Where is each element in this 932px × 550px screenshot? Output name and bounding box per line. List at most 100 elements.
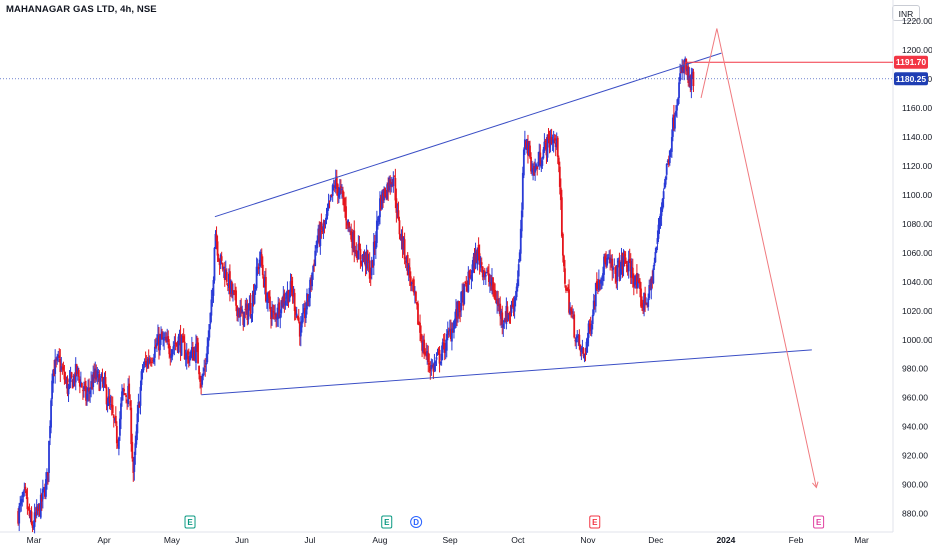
candle-body xyxy=(416,301,418,305)
candle-body xyxy=(64,379,67,381)
candle-body xyxy=(583,353,586,359)
candle-body xyxy=(442,339,445,341)
candle-body xyxy=(265,300,268,303)
candle-body xyxy=(54,359,57,374)
candle-body xyxy=(33,512,36,527)
candle-body xyxy=(381,191,383,210)
candle-body xyxy=(143,361,146,366)
candle-body xyxy=(664,177,667,185)
candle-body xyxy=(570,308,573,312)
candle-body xyxy=(591,314,594,325)
candle-body xyxy=(180,336,183,356)
candle-body xyxy=(218,260,221,266)
candle-body xyxy=(536,166,539,170)
candle-body xyxy=(153,346,156,358)
candle-body xyxy=(286,290,289,299)
candle-body xyxy=(335,176,338,187)
candle-body xyxy=(523,139,526,151)
candle-body xyxy=(32,526,35,528)
candle-body xyxy=(159,336,161,351)
candle-body xyxy=(239,308,242,318)
candle-body xyxy=(248,303,251,311)
candle-body xyxy=(36,507,39,511)
candle-body xyxy=(578,334,581,345)
candle-body xyxy=(125,395,127,397)
candle-body xyxy=(549,138,552,146)
projection-arrowhead xyxy=(812,481,819,489)
candle-body xyxy=(659,213,662,220)
candle-body xyxy=(311,273,314,287)
candle-body xyxy=(301,312,304,322)
candle-body xyxy=(415,291,417,302)
candle-body xyxy=(196,342,198,344)
candle-body xyxy=(632,275,635,287)
candle-body xyxy=(90,381,93,390)
candle-body xyxy=(339,186,342,188)
candle-body xyxy=(480,262,483,265)
candle-body xyxy=(535,164,538,170)
candle-body xyxy=(130,407,133,445)
candle-body xyxy=(686,68,689,72)
candle-body xyxy=(528,143,530,156)
candle-body xyxy=(298,321,301,337)
candle-body xyxy=(373,240,376,247)
x-tick-label: Dec xyxy=(648,535,664,545)
candle-body xyxy=(197,342,199,364)
candle-body xyxy=(249,303,252,317)
candle-body xyxy=(30,511,33,524)
candle-body xyxy=(371,260,374,268)
candle-body xyxy=(660,206,663,216)
candle-body xyxy=(669,149,672,152)
y-tick-label: 1100.00 xyxy=(902,190,932,200)
candle-body xyxy=(222,266,225,269)
candle-body xyxy=(565,285,567,291)
y-tick-label: 1120.00 xyxy=(902,161,932,171)
candle-body xyxy=(354,251,357,253)
candle-body xyxy=(45,479,47,497)
candle-body xyxy=(487,273,490,282)
candle-body xyxy=(134,443,137,455)
candle-body xyxy=(369,277,372,278)
candle-body xyxy=(666,160,669,162)
candle-body xyxy=(152,358,155,363)
candle-body xyxy=(610,259,613,263)
candle-body xyxy=(270,311,272,320)
candle-body xyxy=(459,310,462,313)
candle-body xyxy=(482,272,485,278)
candle-body xyxy=(353,230,356,253)
candle-body xyxy=(21,498,24,502)
x-tick-label: Feb xyxy=(789,535,804,545)
candle-body xyxy=(139,386,142,406)
candle-body xyxy=(40,494,43,502)
candle-body xyxy=(178,336,181,338)
candle-body xyxy=(318,228,321,245)
candle-body xyxy=(176,341,179,351)
candle-body xyxy=(690,75,693,90)
candle-body xyxy=(593,302,596,306)
candle-body xyxy=(450,328,453,342)
candle-body xyxy=(43,489,46,497)
candle-body xyxy=(128,383,131,400)
x-tick-label: Nov xyxy=(580,535,596,545)
candle-body xyxy=(582,348,585,357)
candle-body xyxy=(89,390,92,394)
candle-body xyxy=(25,490,28,497)
candle-body xyxy=(545,143,548,156)
candle-body xyxy=(573,314,576,338)
candle-body xyxy=(111,405,114,414)
candle-body xyxy=(560,197,563,237)
candle-body xyxy=(630,266,633,278)
candle-body xyxy=(112,415,115,418)
candle-body xyxy=(37,504,40,509)
candle-body xyxy=(428,362,431,365)
candle-body xyxy=(17,511,20,524)
candle-body xyxy=(38,504,41,517)
candle-body xyxy=(322,223,325,232)
candle-body xyxy=(167,336,170,343)
candle-body xyxy=(467,271,470,292)
candle-body xyxy=(390,184,393,187)
candle-body xyxy=(102,380,105,384)
candle-body xyxy=(79,381,82,387)
candle-body xyxy=(665,163,668,175)
